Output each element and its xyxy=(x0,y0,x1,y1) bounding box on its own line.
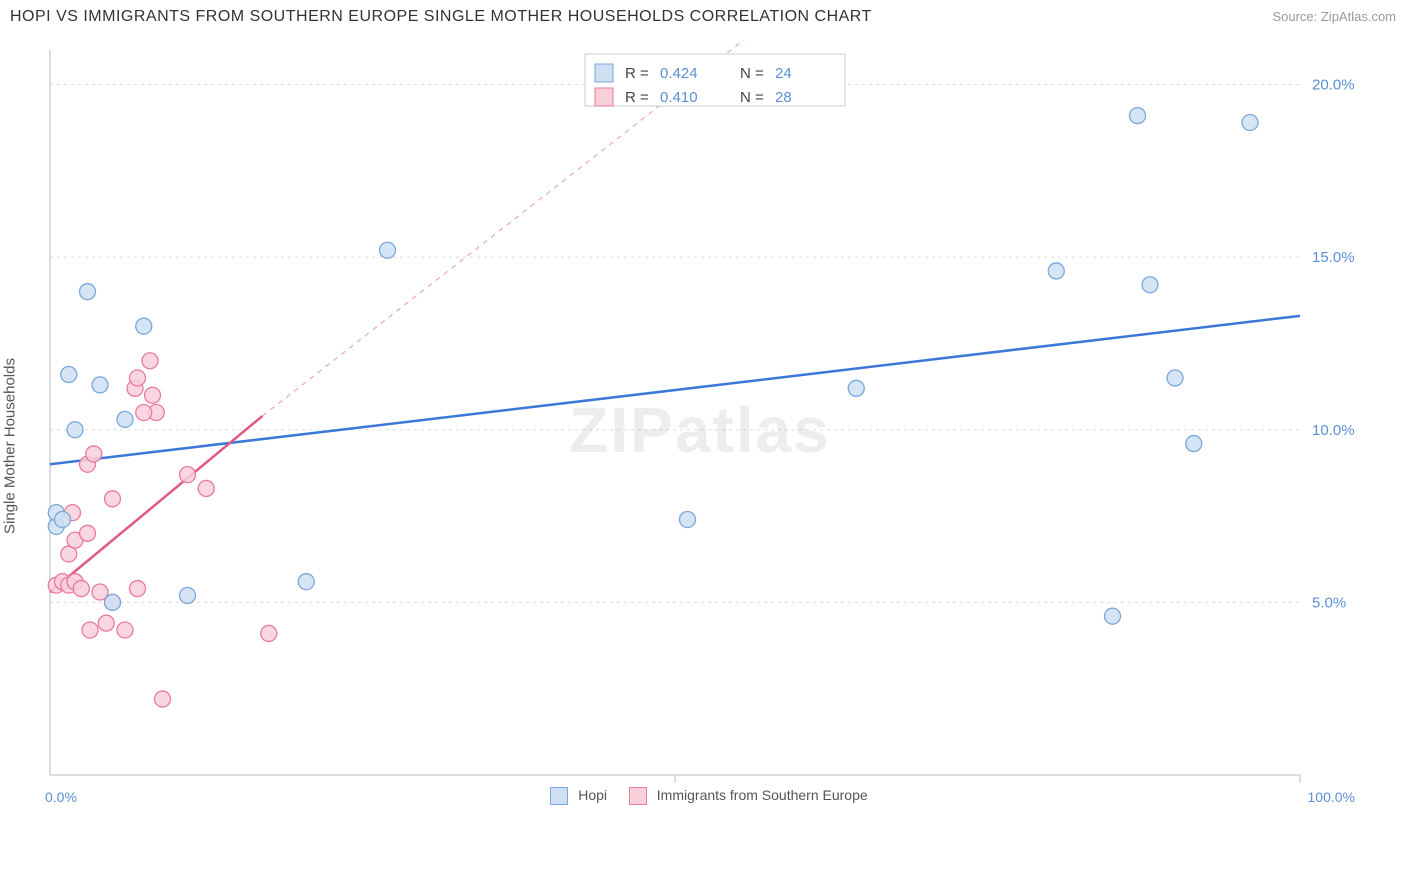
svg-text:0.410: 0.410 xyxy=(660,89,698,106)
y-axis-label: Single Mother Households xyxy=(2,358,19,534)
svg-text:0.424: 0.424 xyxy=(660,65,698,82)
svg-text:28: 28 xyxy=(775,89,792,106)
scatter-plot: 5.0% 10.0% 15.0% 20.0% R = 0.424 N = 24 R = 0.410… xyxy=(45,40,1355,820)
chart-container: 5.0% 10.0% 15.0% 20.0% R = 0.424 N = 24 R = 0.410… xyxy=(45,40,1355,820)
hopi-legend-label: Hopi xyxy=(578,787,607,803)
bottom-legend: Hopi Immigrants from Southern Europe xyxy=(45,787,1355,805)
svg-text:24: 24 xyxy=(775,65,792,82)
svg-text:R =: R = xyxy=(625,65,649,82)
chart-header: HOPI VS IMMIGRANTS FROM SOUTHERN EUROPE … xyxy=(10,8,1396,26)
svg-text:5.0%: 5.0% xyxy=(1312,594,1346,611)
svg-text:N =: N = xyxy=(740,89,764,106)
immigrants-swatch-icon xyxy=(629,787,647,805)
svg-text:20.0%: 20.0% xyxy=(1312,77,1355,94)
hopi-swatch-icon xyxy=(550,787,568,805)
svg-text:15.0%: 15.0% xyxy=(1312,249,1355,266)
svg-text:10.0%: 10.0% xyxy=(1312,422,1355,439)
svg-text:N =: N = xyxy=(740,65,764,82)
immigrants-legend-label: Immigrants from Southern Europe xyxy=(657,787,868,803)
chart-title: HOPI VS IMMIGRANTS FROM SOUTHERN EUROPE … xyxy=(10,8,872,26)
svg-text:R =: R = xyxy=(625,89,649,106)
source-label: Source: ZipAtlas.com xyxy=(1272,9,1396,24)
